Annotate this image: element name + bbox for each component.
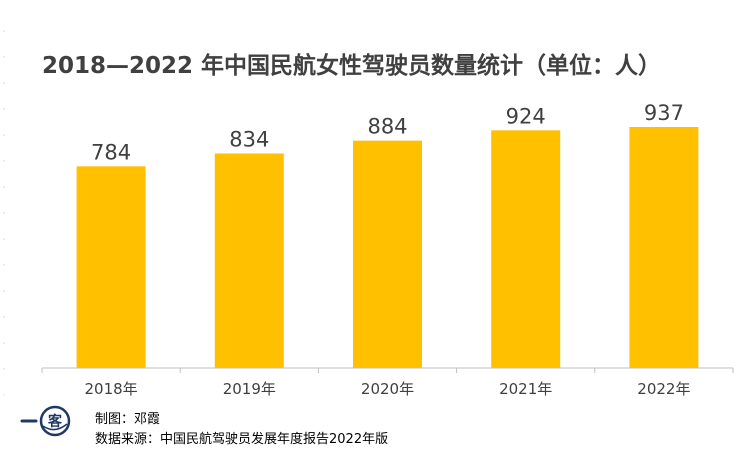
bar (629, 127, 699, 368)
x-tick-label: 2022年 (637, 380, 690, 398)
bar-value-label: 884 (367, 115, 407, 139)
x-axis-tick-labels: 2018年 2019年 2020年 2021年 2022年 (85, 380, 691, 398)
bar-value-label: 784 (91, 140, 131, 164)
bars-group (76, 127, 699, 368)
logo-text: 客 (47, 413, 63, 430)
x-axis-ticks (41, 368, 734, 373)
footer-source: 数据来源：中国民航驾驶员发展年度报告2022年版 (95, 432, 389, 447)
bar (353, 140, 422, 368)
bar-value-label: 924 (506, 104, 546, 128)
logo-mark: 客 (20, 405, 71, 437)
bar (76, 166, 146, 368)
logo-swirl (42, 423, 68, 431)
x-tick-label: 2018年 (85, 380, 138, 398)
value-labels-group: 784 834 884 924 937 (91, 101, 684, 164)
x-tick-label: 2021年 (499, 380, 552, 398)
bar (491, 130, 561, 368)
bar-chart: 784 834 884 924 937 2018年 2019年 2020年 2021年 2022… (3, 30, 734, 398)
footer-author: 制图：邓霞 (95, 412, 161, 427)
bar-value-label: 937 (644, 101, 684, 125)
x-tick-label: 2019年 (223, 380, 276, 398)
bar-value-label: 834 (229, 127, 269, 151)
x-tick-label: 2020年 (361, 380, 414, 398)
bar (214, 153, 284, 368)
chart-title: 2018—2022 年中国民航女性驾驶员数量统计（单位：人） (42, 53, 662, 79)
